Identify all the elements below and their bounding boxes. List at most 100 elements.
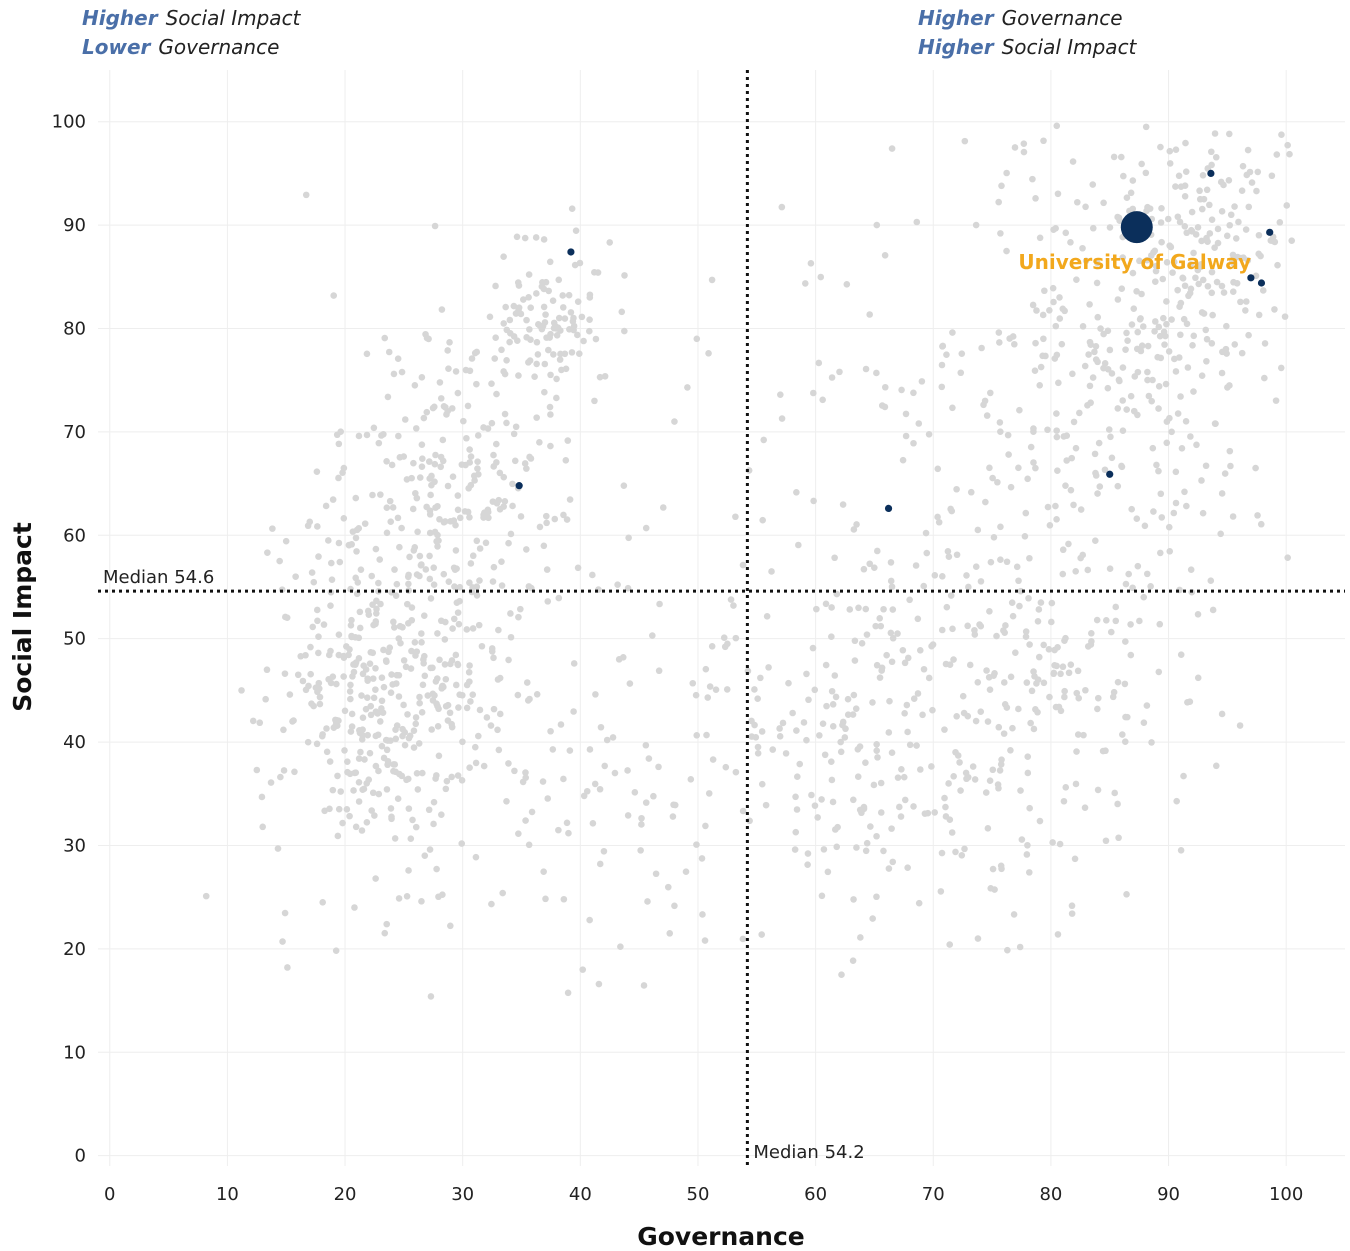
- background-point: [434, 543, 441, 550]
- background-point: [412, 425, 420, 432]
- background-point: [1040, 641, 1047, 649]
- background-point: [1023, 679, 1031, 686]
- background-point: [712, 686, 720, 693]
- background-point: [1175, 354, 1183, 361]
- background-point: [364, 677, 371, 684]
- x-tick-label: 30: [451, 1184, 474, 1205]
- background-point: [429, 664, 436, 672]
- background-point: [1166, 547, 1174, 555]
- background-point: [1163, 439, 1171, 447]
- background-point: [335, 651, 343, 659]
- background-point: [1198, 372, 1206, 380]
- background-point: [1030, 725, 1038, 733]
- background-point: [424, 692, 432, 699]
- background-point: [872, 622, 880, 630]
- background-point: [1252, 464, 1259, 472]
- background-point: [416, 699, 423, 707]
- background-point: [555, 826, 562, 834]
- background-point: [1128, 505, 1135, 513]
- background-point: [488, 900, 495, 908]
- background-point: [376, 718, 384, 725]
- background-point: [440, 518, 448, 526]
- background-point: [1049, 839, 1056, 846]
- background-point: [377, 600, 384, 608]
- background-point: [372, 762, 380, 770]
- background-point: [449, 625, 456, 632]
- background-point: [618, 308, 626, 316]
- background-point: [1069, 158, 1077, 165]
- background-point: [434, 502, 441, 510]
- background-point: [952, 848, 959, 856]
- background-point: [1157, 490, 1165, 498]
- background-point: [917, 766, 924, 773]
- background-point: [514, 337, 521, 345]
- background-point: [378, 742, 386, 750]
- background-point: [751, 686, 758, 693]
- peer-points: [515, 169, 1274, 512]
- background-point: [544, 795, 552, 802]
- background-point: [478, 642, 486, 650]
- background-point: [759, 516, 766, 524]
- background-point: [1075, 694, 1083, 702]
- background-point: [1072, 780, 1080, 788]
- background-point: [534, 351, 542, 358]
- background-point: [601, 372, 609, 380]
- background-point: [358, 827, 366, 834]
- background-point: [748, 733, 756, 740]
- background-point: [384, 393, 392, 401]
- background-point: [527, 336, 534, 343]
- background-point: [972, 717, 980, 725]
- background-point: [405, 580, 412, 588]
- background-point: [722, 763, 730, 771]
- background-point: [702, 822, 709, 830]
- background-point: [600, 847, 608, 855]
- background-point: [1114, 405, 1122, 412]
- background-point: [1094, 694, 1102, 702]
- background-point: [356, 624, 364, 632]
- background-point: [1123, 891, 1130, 898]
- background-point: [642, 799, 650, 806]
- background-point: [849, 957, 857, 964]
- background-point: [621, 272, 628, 279]
- background-point: [1286, 150, 1293, 158]
- background-point: [1107, 433, 1114, 441]
- background-point: [1125, 570, 1132, 578]
- background-point: [1160, 328, 1168, 336]
- background-point: [1044, 503, 1052, 511]
- background-point: [1060, 797, 1068, 805]
- background-point: [1110, 688, 1118, 696]
- background-point: [344, 758, 351, 765]
- y-tick-label: 80: [63, 318, 86, 339]
- emphasis-word: Higher: [82, 6, 158, 30]
- background-point: [1202, 326, 1210, 334]
- background-point: [466, 579, 473, 586]
- background-point: [804, 850, 812, 857]
- background-point: [987, 884, 995, 892]
- background-point: [1155, 323, 1163, 331]
- background-point: [1079, 551, 1087, 559]
- background-point: [910, 389, 917, 397]
- background-point: [1149, 376, 1156, 384]
- background-point: [517, 605, 524, 613]
- background-point: [732, 634, 740, 642]
- background-point: [615, 656, 623, 663]
- background-point: [1118, 285, 1126, 292]
- background-point: [412, 489, 419, 497]
- y-tick-label: 30: [63, 835, 86, 856]
- background-point: [1052, 502, 1059, 510]
- background-point: [431, 528, 439, 536]
- background-point: [439, 457, 447, 465]
- background-point: [354, 579, 362, 586]
- background-point: [436, 379, 444, 386]
- background-point: [869, 915, 876, 922]
- background-point: [997, 761, 1005, 768]
- background-point: [1151, 318, 1159, 325]
- background-point: [330, 724, 338, 732]
- background-point: [430, 564, 438, 571]
- background-point: [1114, 800, 1121, 808]
- background-point: [475, 471, 482, 478]
- background-point: [1056, 315, 1064, 322]
- background-point: [1243, 171, 1251, 179]
- background-point: [948, 829, 956, 836]
- background-point: [276, 557, 283, 565]
